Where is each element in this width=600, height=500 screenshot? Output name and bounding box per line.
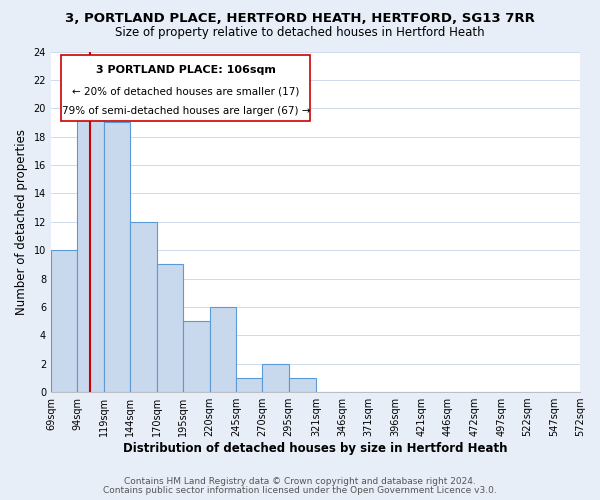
Bar [262,364,289,392]
Bar [289,378,316,392]
Bar [184,321,210,392]
Text: 3, PORTLAND PLACE, HERTFORD HEATH, HERTFORD, SG13 7RR: 3, PORTLAND PLACE, HERTFORD HEATH, HERTF… [65,12,535,26]
Text: Contains public sector information licensed under the Open Government Licence v3: Contains public sector information licen… [103,486,497,495]
Text: 79% of semi-detached houses are larger (67) →: 79% of semi-detached houses are larger (… [62,106,310,117]
Bar [157,264,184,392]
Y-axis label: Number of detached properties: Number of detached properties [15,129,28,315]
Bar [104,122,130,392]
Bar [51,250,77,392]
Bar [210,307,236,392]
Text: ← 20% of detached houses are smaller (17): ← 20% of detached houses are smaller (17… [72,86,299,97]
Text: Size of property relative to detached houses in Hertford Heath: Size of property relative to detached ho… [115,26,485,39]
Text: 3 PORTLAND PLACE: 106sqm: 3 PORTLAND PLACE: 106sqm [96,64,276,74]
Text: Contains HM Land Registry data © Crown copyright and database right 2024.: Contains HM Land Registry data © Crown c… [124,477,476,486]
FancyBboxPatch shape [61,55,310,122]
Bar [77,108,104,392]
X-axis label: Distribution of detached houses by size in Hertford Heath: Distribution of detached houses by size … [123,442,508,455]
Bar [130,222,157,392]
Bar [236,378,262,392]
